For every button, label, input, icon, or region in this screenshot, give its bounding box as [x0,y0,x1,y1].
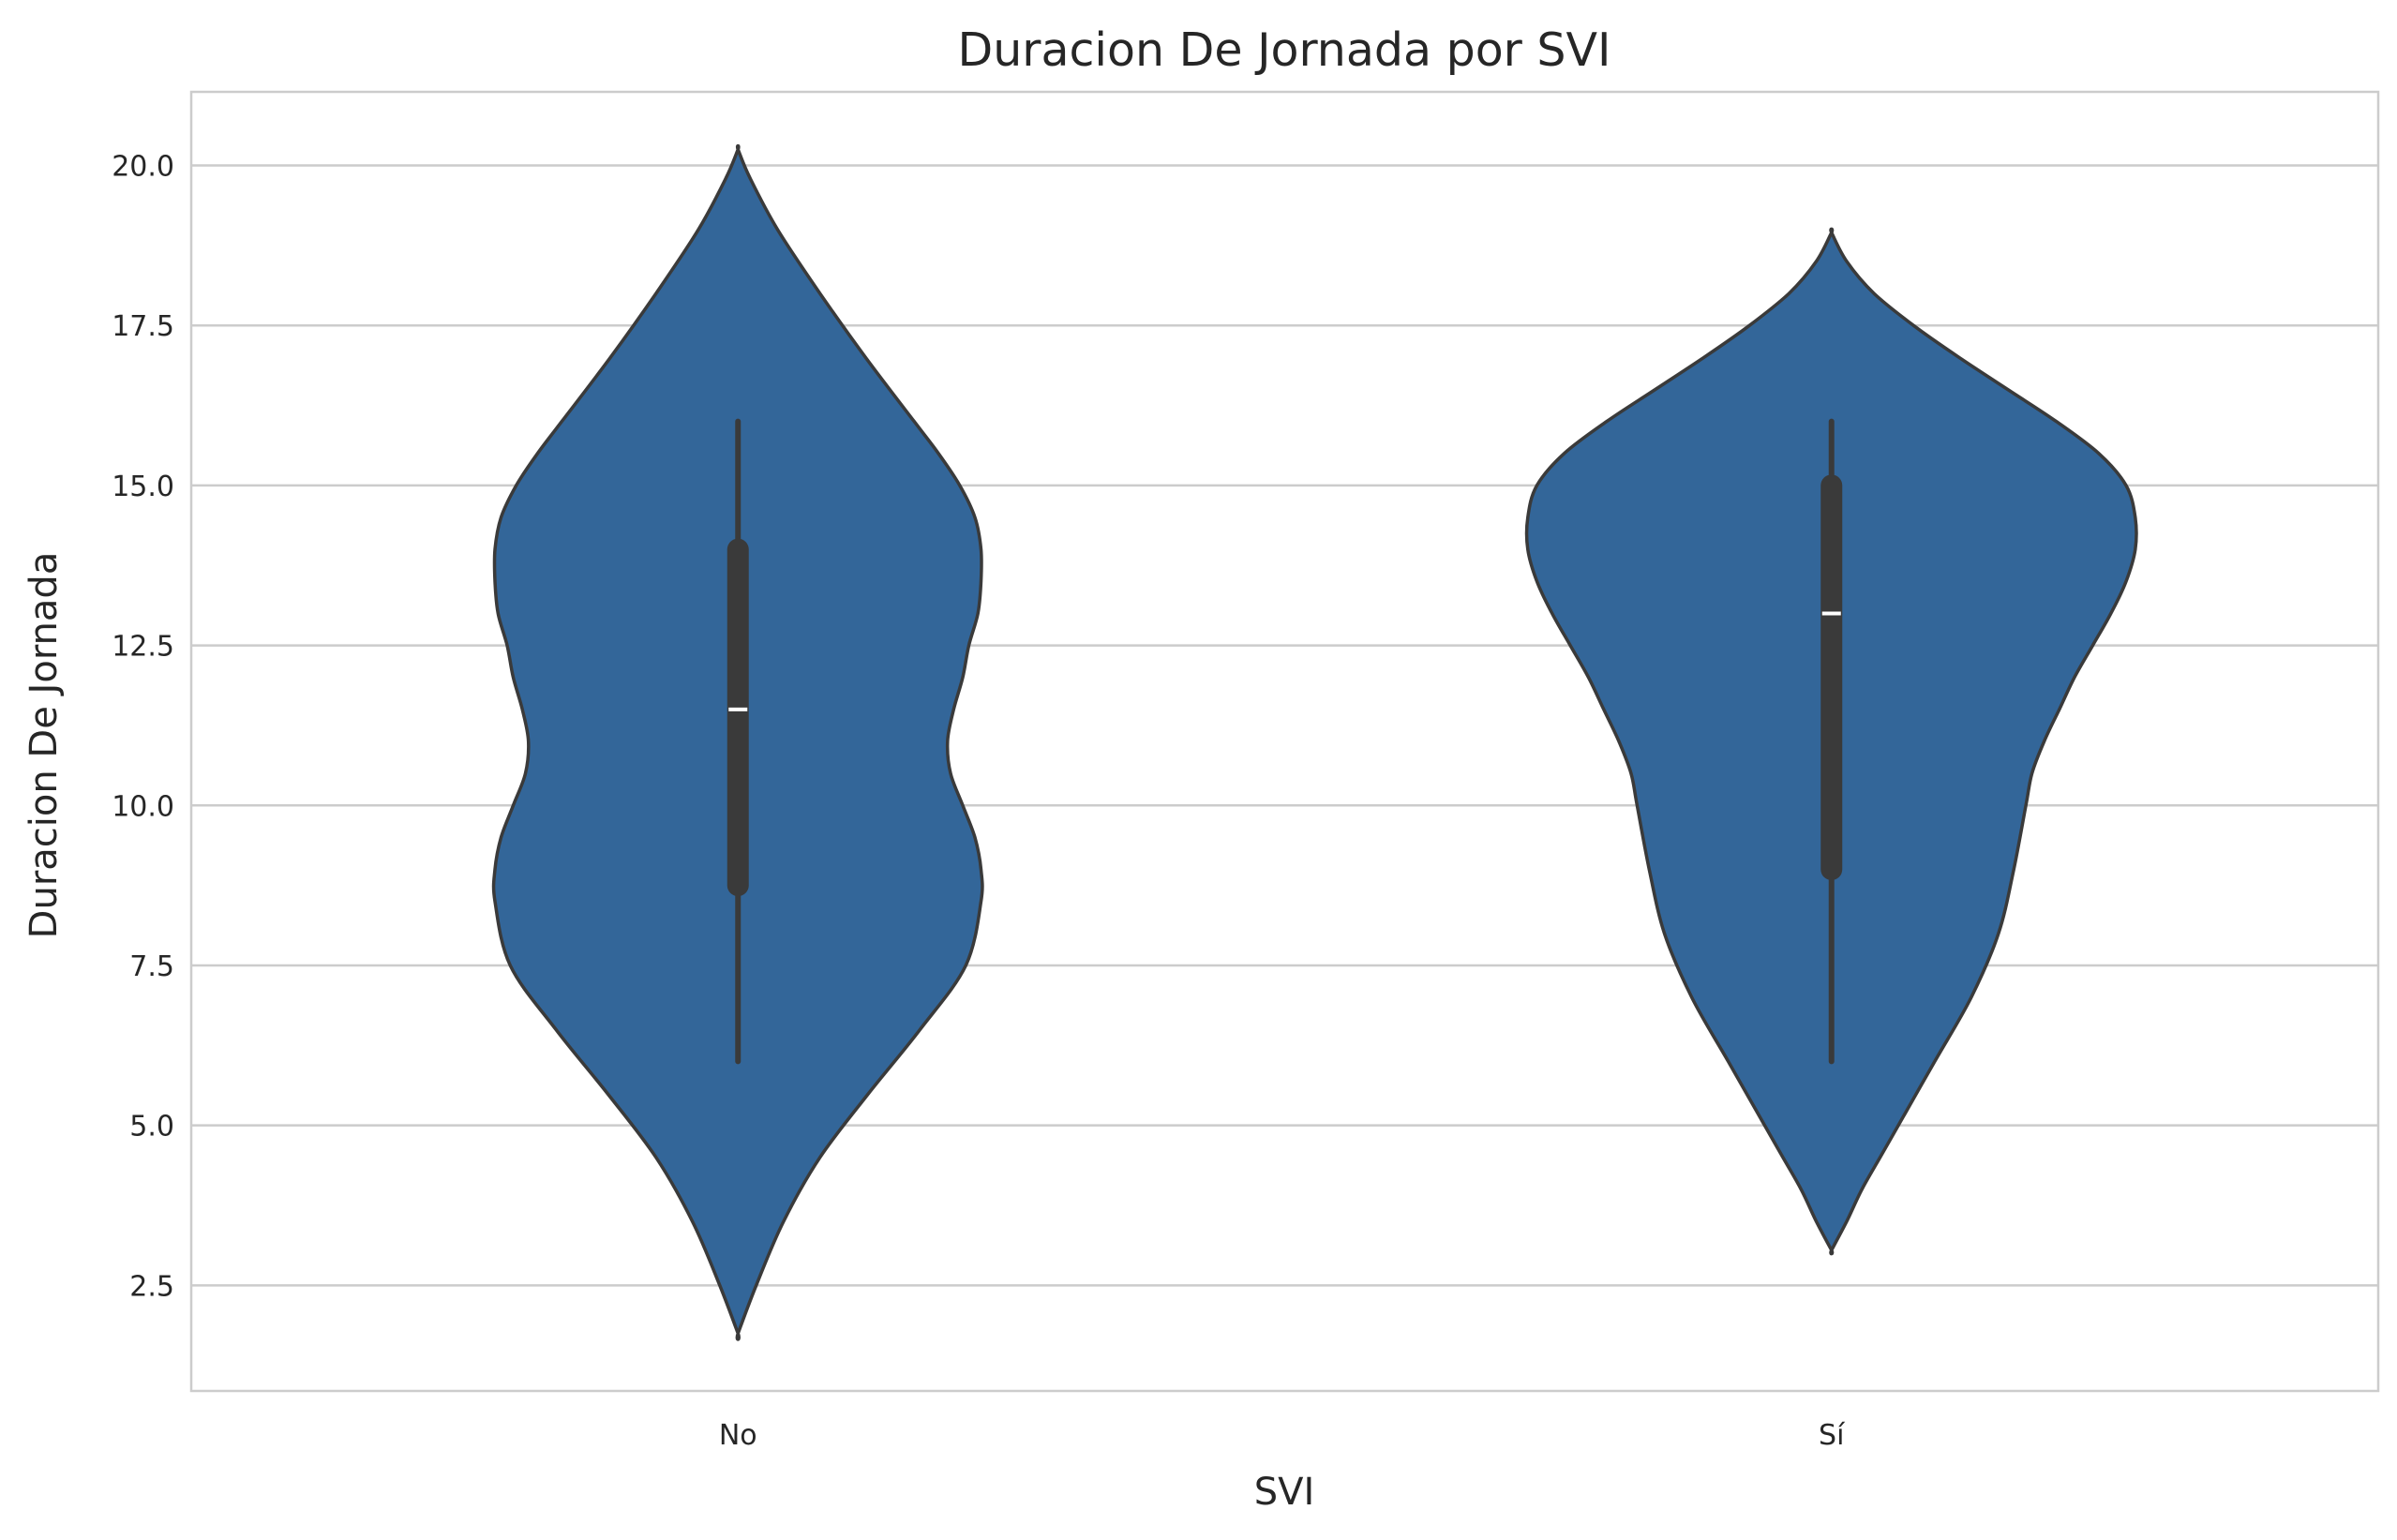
plot-frame [189,90,2380,1393]
y-tick-label: 7.5 [129,950,174,983]
x-axis-title: SVI [1254,1471,1315,1514]
y-tick-label: 10.0 [112,790,174,823]
y-tick-label: 5.0 [129,1111,174,1144]
violin-group [491,143,984,1341]
y-tick-label: 15.0 [112,471,174,503]
y-axis-title: Duracion De Jornada [22,552,66,939]
y-tick-label: 17.5 [112,310,174,343]
chart-title: Duracion De Jornada por SVI [958,23,1611,77]
y-tick-label: 12.5 [112,631,174,664]
y-tick-label: 2.5 [129,1270,174,1303]
x-tick-labels: No Sí [719,1419,1846,1452]
y-tick-label: 20.0 [112,151,174,184]
y-tick-labels: 2.5 5.0 7.5 10.0 12.5 15.0 17.5 20.0 [112,151,174,1304]
violin-group [1524,227,2138,1256]
x-tick-label: No [719,1419,757,1452]
violins [491,143,2138,1341]
x-tick-label: Sí [1819,1419,1846,1452]
